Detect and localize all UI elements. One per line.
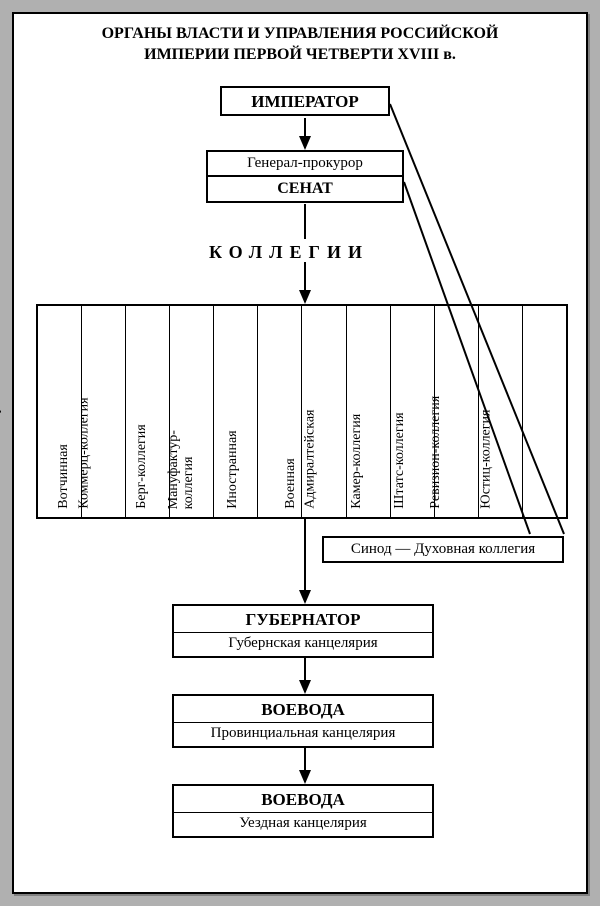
diagram-page: ОРГАНЫ ВЛАСТИ И УПРАВЛЕНИЯ РОССИЙСКОЙ ИМ… <box>12 12 588 894</box>
node-voevoda-uezd: ВОЕВОДА Уездная канцелярия <box>172 784 434 838</box>
title-line-1: ОРГАНЫ ВЛАСТИ И УПРАВЛЕНИЯ РОССИЙСКОЙ <box>102 25 499 42</box>
collegium-label: Иностранная <box>226 431 241 509</box>
collegia-band: Главный магистратВотчиннаяКоммерц-коллег… <box>36 304 568 519</box>
node-emperor: ИМПЕРАТОР <box>220 86 390 116</box>
diagram-title: ОРГАНЫ ВЛАСТИ И УПРАВЛЕНИЯ РОССИЙСКОЙ ИМ… <box>14 14 586 70</box>
node-voevoda-province: ВОЕВОДА Провинциальная канцелярия <box>172 694 434 748</box>
collegium-label: Ревизион-коллегия <box>429 396 444 509</box>
collegium-label: Главный магистрат <box>0 395 2 509</box>
senate-label: СЕНАТ <box>208 177 402 201</box>
gov-head: ГУБЕРНАТОР <box>174 606 432 632</box>
collegium-label: Адмиралтейская <box>304 410 319 509</box>
voev1-head: ВОЕВОДА <box>174 696 432 722</box>
voev2-sub: Уездная канцелярия <box>174 812 432 836</box>
collegia-heading: КОЛЛЕГИИ <box>209 242 369 263</box>
gen-prokuror-label: Генерал-прокурор <box>208 152 402 177</box>
node-synod: Синод — Духовная коллегия <box>322 536 564 563</box>
collegium-label: Штатс-коллегия <box>393 413 408 509</box>
voev1-sub: Провинциальная канцелярия <box>174 722 432 746</box>
collegium-label: Военная <box>284 459 299 509</box>
collegium-label: Коммерц-коллегия <box>77 398 92 509</box>
collegium-label: Берг-коллегия <box>135 425 150 509</box>
synod-label: Синод — Духовная коллегия <box>324 538 562 561</box>
voev2-head: ВОЕВОДА <box>174 786 432 812</box>
node-senate-stack: Генерал-прокурор СЕНАТ <box>206 150 404 203</box>
collegium-cell: Юстиц-коллегия <box>522 306 566 517</box>
gov-sub: Губернская канцелярия <box>174 632 432 656</box>
collegium-label: Мануфактур-коллегия <box>167 430 196 509</box>
node-gubernator: ГУБЕРНАТОР Губернская канцелярия <box>172 604 434 658</box>
collegium-label: Камер-коллегия <box>350 414 365 509</box>
title-line-2: ИМПЕРИИ ПЕРВОЙ ЧЕТВЕРТИ XVIII в. <box>144 46 456 63</box>
collegium-label: Вотчинная <box>57 445 72 509</box>
emperor-label: ИМПЕРАТОР <box>222 88 388 114</box>
collegium-label: Юстиц-коллегия <box>480 410 495 509</box>
